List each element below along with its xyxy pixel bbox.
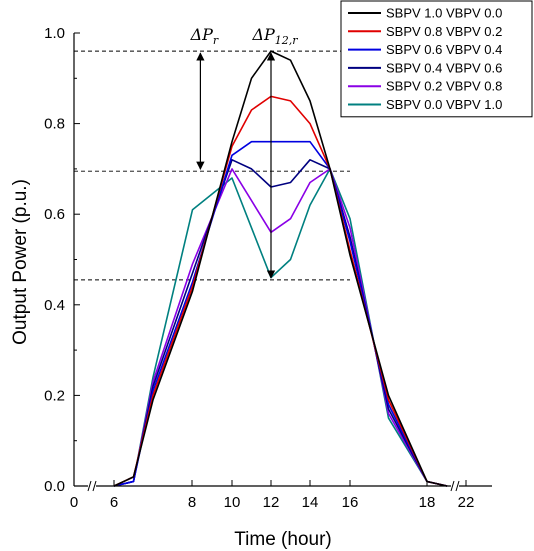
x-tick-label: 10 <box>224 494 241 511</box>
x-axis-break-right <box>455 480 460 492</box>
delta-label: ΔPr <box>190 25 219 47</box>
series-line <box>113 140 448 487</box>
x-axis-break-left <box>87 480 92 492</box>
y-tick-label: 0.2 <box>44 387 65 404</box>
x-tick-label: 12 <box>263 494 280 511</box>
x-tick-label: 0 <box>70 494 78 511</box>
legend-label: SBPV 0.6 VBPV 0.4 <box>386 42 502 57</box>
legend-label: SBPV 0.0 VBPV 1.0 <box>386 97 502 112</box>
axes: 0.0 0.2 0.4 0.6 0.8 1.0 0 6 8 10 12 14 16 18 22 <box>44 25 492 511</box>
series-line <box>113 159 448 487</box>
x-axis-break-right <box>450 480 455 492</box>
y-tick-label: 0.6 <box>44 206 65 223</box>
x-axis-break-left-gap <box>88 480 96 492</box>
delta-label: ΔP12,r <box>251 25 298 47</box>
series-layer <box>113 50 448 487</box>
x-axis-title: Time (hour) <box>234 529 331 550</box>
x-tick-label: 8 <box>188 494 196 511</box>
x-tick-label: 22 <box>458 494 475 511</box>
series-line <box>113 168 448 487</box>
x-tick-label: 6 <box>110 494 118 511</box>
delta-label-subscript: 12,r <box>275 34 298 47</box>
x-tick-label: 18 <box>419 494 436 511</box>
reference-lines <box>74 50 350 281</box>
y-tick-label: 0.8 <box>44 116 65 133</box>
series-line <box>113 50 448 487</box>
y-axis-title: Output Power (p.u.) <box>10 179 31 345</box>
legend-label: SBPV 0.2 VBPV 0.8 <box>386 79 502 94</box>
legend-box <box>340 0 533 118</box>
legend-label: SBPV 0.4 VBPV 0.6 <box>386 60 502 75</box>
y-tick-label: 0.0 <box>44 478 65 495</box>
x-tick-label: 14 <box>302 494 319 511</box>
x-axis-break-left <box>92 480 97 492</box>
legend-label: SBPV 1.0 VBPV 0.0 <box>386 6 502 21</box>
x-tick-label: 16 <box>342 494 359 511</box>
legend-label: SBPV 0.8 VBPV 0.2 <box>386 24 502 39</box>
y-tick-label: 1.0 <box>44 25 65 42</box>
x-axis-break-right-gap <box>451 480 459 492</box>
delta-label-subscript: r <box>213 34 219 47</box>
legend: SBPV 1.0 VBPV 0.0 SBPV 0.8 VBPV 0.2 SBPV 0… <box>340 0 533 118</box>
y-tick-label: 0.4 <box>44 297 65 314</box>
